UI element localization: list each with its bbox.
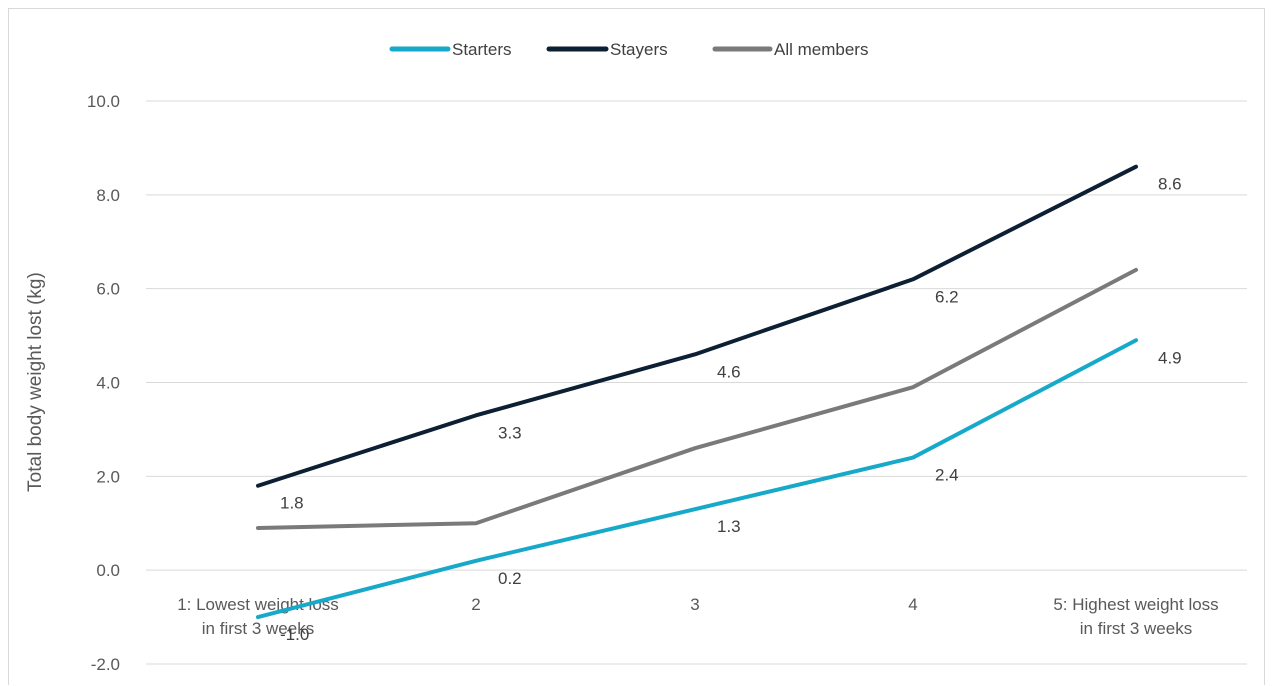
series-line-stayers <box>256 164 1138 488</box>
data-label: -1.0 <box>280 625 309 644</box>
data-label: 6.2 <box>935 287 959 306</box>
x-tick-label: 3 <box>690 595 699 614</box>
x-tick-label: in first 3 weeks <box>1080 619 1192 638</box>
y-axis-title: Total body weight lost (kg) <box>25 272 46 492</box>
data-label: 1.3 <box>717 517 741 536</box>
x-axis: 1: Lowest weight loss in first 3 weeks 2 3 4… <box>177 595 1218 638</box>
data-label: 2.4 <box>935 466 959 485</box>
data-labels: -1.0 0.2 1.3 2.4 4.9 1.8 3.3 4.6 6.2 8.6 <box>280 175 1182 644</box>
legend-label: All members <box>774 40 868 59</box>
x-tick-label: 1: Lowest weight loss <box>177 595 339 614</box>
data-label: 3.3 <box>498 423 522 442</box>
x-tick-label: 2 <box>471 595 480 614</box>
legend: Starters Stayers All members <box>389 40 868 59</box>
series-line-starters <box>256 338 1138 620</box>
x-tick-label: in first 3 weeks <box>202 619 314 638</box>
y-tick-label: 0.0 <box>96 561 120 580</box>
x-tick-label: 5: Highest weight loss <box>1053 595 1218 614</box>
y-tick-label: 10.0 <box>87 92 120 111</box>
y-axis: -2.0 0.0 2.0 4.0 6.0 8.0 10.0 <box>87 92 120 674</box>
y-tick-label: -2.0 <box>91 655 120 674</box>
chart-frame <box>8 8 1265 685</box>
y-tick-label: 2.0 <box>96 467 120 486</box>
legend-label: Starters <box>452 40 512 59</box>
data-label: 0.2 <box>498 569 522 588</box>
legend-label: Stayers <box>610 40 668 59</box>
y-tick-label: 4.0 <box>96 374 120 393</box>
x-tick-label: 4 <box>908 595 917 614</box>
data-label: 4.9 <box>1158 348 1182 367</box>
y-tick-label: 8.0 <box>96 186 120 205</box>
y-tick-label: 6.0 <box>96 280 120 299</box>
data-label: 8.6 <box>1158 175 1182 194</box>
series-lines <box>256 164 1138 620</box>
data-label: 4.6 <box>717 362 741 381</box>
gridlines <box>146 100 1247 665</box>
data-label: 1.8 <box>280 494 304 513</box>
series-line-all-members <box>256 267 1138 530</box>
